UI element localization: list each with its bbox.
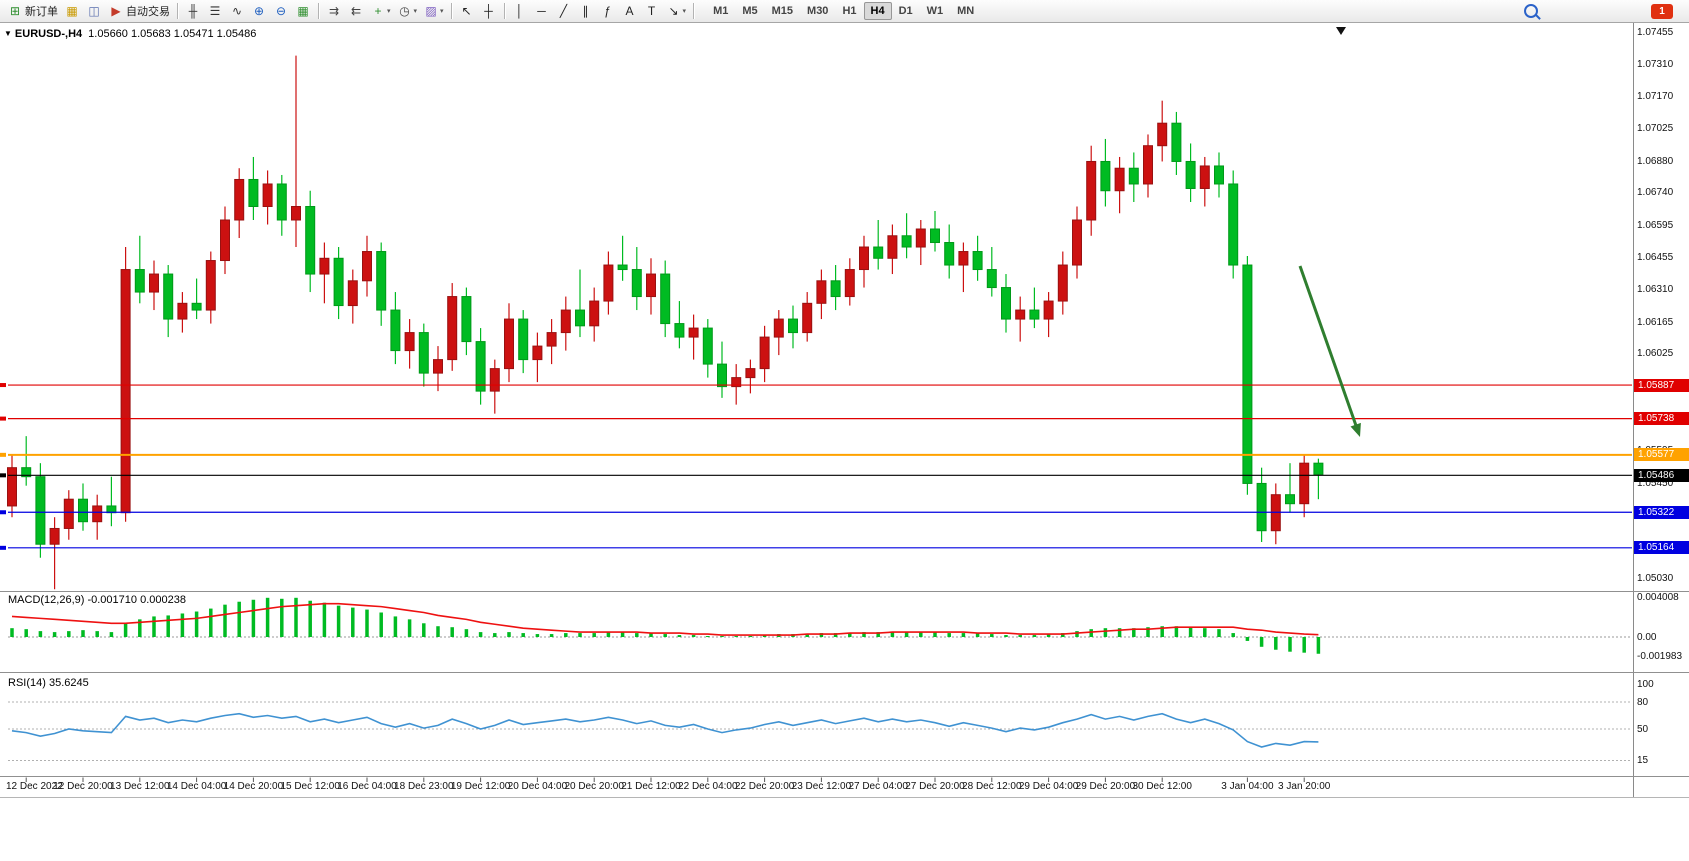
down-triangle-marker-icon (1336, 27, 1346, 35)
text-button[interactable]: A (620, 1, 640, 21)
text-label-icon: T (647, 4, 656, 18)
toolbar-separator (450, 3, 452, 19)
chevron-down-icon: ▾ (413, 8, 418, 15)
new-order-button-label: 新订单 (25, 6, 58, 18)
templates-button[interactable]: ▨ ▾ (421, 1, 446, 21)
toolbar-separator (503, 3, 505, 19)
arrows-button[interactable]: ↘ ▾ (664, 1, 689, 21)
timeframe-h4-button[interactable]: H4 (863, 2, 892, 20)
tile-windows-icon: ▦ (297, 4, 309, 18)
tile-windows-button[interactable]: ▦ (293, 1, 313, 21)
auto-scroll-icon: ⇉ (328, 4, 340, 18)
trendline-button[interactable]: ╱ (554, 1, 574, 21)
search-icon (1524, 4, 1538, 18)
zoom-out-button[interactable]: ⊖ (271, 1, 291, 21)
chart-shift-button[interactable]: ⇇ (346, 1, 366, 21)
search-button[interactable] (1522, 1, 1540, 21)
horizontal-line-icon: ─ (537, 4, 546, 18)
pivot-line-orange-handle[interactable] (0, 452, 6, 457)
indicators-plus-icon: + (374, 4, 382, 18)
chevron-down-icon: ▾ (387, 8, 391, 15)
timeframe-m1-button[interactable]: M1 (713, 5, 729, 17)
autotrading-button[interactable]: ▶ 自动交易 (106, 1, 172, 21)
trend-arrow[interactable] (1298, 265, 1359, 430)
bid-price-line-handle[interactable] (0, 473, 6, 478)
chart-symbol-period: EURUSD-,H4 (14, 28, 83, 40)
chevron-down-icon: ▾ (682, 8, 687, 15)
rsi-indicator-label: RSI(14) 35.6245 (8, 677, 89, 689)
candles-layer (7, 55, 1324, 590)
chart-window-icon: ▦ (66, 4, 78, 18)
trend-arrow-head (1350, 422, 1361, 437)
support-line-lower-handle[interactable] (0, 545, 6, 550)
support-line-upper-handle[interactable] (0, 510, 6, 515)
arrow-tools-icon: ↘ (668, 4, 679, 18)
horizontal-line-button[interactable]: ─ (532, 1, 552, 21)
toolbar-separator (693, 3, 695, 19)
toolbar-separator (177, 3, 178, 19)
timeframe-m15-button[interactable]: M15 (771, 5, 794, 17)
zoom-in-button[interactable]: ⊕ (249, 1, 269, 21)
chevron-down-icon: ▾ (440, 8, 444, 15)
chart-header: ▼ EURUSD-,H4 1.05660 1.05683 1.05471 1.054… (4, 28, 256, 40)
toolbar-separator (318, 3, 319, 19)
timeframe-m5-button[interactable]: M5 (742, 5, 758, 17)
fibonacci-icon: ƒ (604, 4, 611, 18)
clock-icon: ◷ (399, 4, 410, 18)
ohlc-bars-icon: ╫ (188, 4, 198, 18)
chart-shift-icon: ⇇ (350, 4, 362, 18)
bar-chart-button[interactable]: ╫ (183, 1, 203, 21)
macd-histogram-layer (10, 597, 1321, 654)
crosshair-button[interactable]: ┼ (479, 1, 499, 21)
zoom-out-icon: ⊖ (275, 4, 287, 18)
candlestick-icon: ☰ (209, 4, 221, 18)
crosshair-icon: ┼ (484, 4, 493, 18)
autotrading-button-label: 自动交易 (126, 6, 170, 18)
channel-button[interactable]: ∥ (576, 1, 596, 21)
periods-button[interactable]: ◷ ▾ (395, 1, 420, 21)
autotrading-icon: ▶ (111, 4, 121, 18)
text-label-button[interactable]: T (642, 1, 662, 21)
indicators-button[interactable]: + ▾ (368, 1, 393, 21)
rsi-line (11, 712, 1319, 748)
new-order-icon: ⊞ (9, 4, 21, 18)
fibonacci-button[interactable]: ƒ (598, 1, 618, 21)
line-chart-icon: ∿ (231, 4, 243, 18)
timeframe-h1-button[interactable]: H1 (842, 5, 857, 17)
macd-signal-line (11, 602, 1319, 636)
template-icon: ▨ (425, 4, 437, 18)
timeframe-m30-button[interactable]: M30 (807, 5, 829, 17)
cursor-icon: ↖ (461, 4, 472, 18)
notification-badge[interactable]: 1 (1651, 3, 1673, 19)
text-icon: A (625, 4, 634, 18)
timeframe-w1-button[interactable]: W1 (926, 5, 944, 17)
auto-scroll-button[interactable]: ⇉ (324, 1, 344, 21)
resistance-line-upper-handle[interactable] (0, 383, 6, 388)
line-chart-button[interactable]: ∿ (227, 1, 247, 21)
timeframe-mn-button[interactable]: MN (957, 5, 975, 17)
cursor-button[interactable]: ↖ (457, 1, 477, 21)
candle-chart-button[interactable]: ☰ (205, 1, 225, 21)
resistance-line-lower-handle[interactable] (0, 416, 6, 421)
vertical-line-button[interactable]: │ (510, 1, 530, 21)
main-toolbar: ⊞ 新订单 ▦ ◫ ▶ 自动交易 ╫ ☰ ∿ ⊕ ⊖ ▦ ⇉ ⇇ + ▾ ◷ ▾ ▨ ▾ ↖ ┼ │ ─ ╱ ∥ ƒ A T ↘ ▾ M1 M5… (0, 0, 1689, 23)
new-order-button[interactable]: ⊞ 新订单 (5, 1, 60, 21)
collapse-triangle-icon[interactable]: ▼ (4, 29, 12, 38)
trendline-icon: ╱ (559, 4, 568, 18)
macd-indicator-label: MACD(12,26,9) -0.001710 0.000238 (8, 594, 186, 606)
profiles-icon: ◫ (88, 4, 100, 18)
zoom-in-icon: ⊕ (253, 4, 265, 18)
chart-ohlc-values: 1.05660 1.05683 1.05471 1.05486 (88, 28, 257, 40)
vertical-line-icon: │ (515, 4, 524, 18)
charts-button[interactable]: ▦ (62, 1, 82, 21)
channel-icon: ∥ (582, 4, 589, 18)
timeframe-d1-button[interactable]: D1 (898, 5, 913, 17)
timeframe-toolbar: M1 M5 M15 M30 H1 H4 D1 W1 MN (706, 2, 981, 20)
profiles-button[interactable]: ◫ (84, 1, 104, 21)
